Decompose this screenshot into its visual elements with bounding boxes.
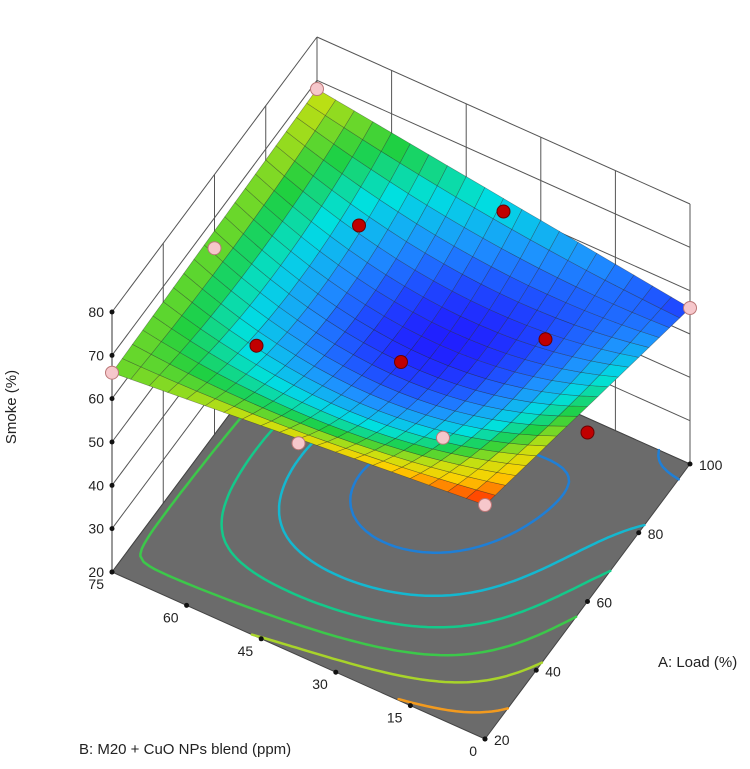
surface-cell xyxy=(511,209,542,241)
tick-labels: 20 30 40 50 60 70 80 20 40 60 80 100 0 15 30 45 60 75 xyxy=(88,304,722,759)
y-tick-dot xyxy=(407,703,413,709)
design-points xyxy=(105,82,697,512)
wall-grid-line xyxy=(316,79,691,248)
design-point xyxy=(249,338,264,353)
design-point xyxy=(496,204,511,219)
y-tick-label: 45 xyxy=(238,643,254,659)
response-surface xyxy=(111,88,691,506)
design-point xyxy=(580,425,595,440)
z-tick-label: 20 xyxy=(88,564,104,580)
z-tick-label: 40 xyxy=(88,477,104,493)
design-point xyxy=(538,332,553,347)
z-axis-title: Smoke (%) xyxy=(3,370,20,444)
design-point xyxy=(207,241,222,256)
surface-cell xyxy=(604,263,635,291)
x-tick-label: 40 xyxy=(545,663,561,679)
design-point xyxy=(478,498,492,512)
z-tick-dot xyxy=(109,352,115,358)
design-point xyxy=(310,82,324,96)
design-point xyxy=(352,218,366,233)
x-axis-title: A: Load (%) xyxy=(658,654,737,671)
y-tick-dot xyxy=(482,736,488,742)
z-tick-dot xyxy=(109,396,115,402)
contour-line xyxy=(250,633,544,684)
x-tick-dot xyxy=(636,530,642,536)
design-point xyxy=(436,430,450,445)
y-tick-dot xyxy=(258,636,264,642)
y-tick-dot xyxy=(333,669,339,675)
x-tick-dot xyxy=(533,667,539,673)
y-tick-label: 60 xyxy=(163,609,179,625)
z-tick-dot xyxy=(109,309,115,315)
x-tick-dot xyxy=(585,599,590,604)
x-tick-label: 100 xyxy=(699,457,723,473)
design-point xyxy=(105,365,119,380)
z-tick-label: 80 xyxy=(88,304,104,320)
x-tick-label: 80 xyxy=(648,526,664,542)
z-tick-dot xyxy=(109,439,115,445)
contour-line xyxy=(397,697,510,714)
y-tick-label: 75 xyxy=(88,576,104,592)
z-tick-label: 50 xyxy=(88,434,104,450)
y-tick-dot xyxy=(109,569,115,575)
x-tick-label: 20 xyxy=(494,732,510,748)
z-tick-dot xyxy=(109,526,115,532)
surface-cell xyxy=(623,274,654,300)
design-point xyxy=(291,436,306,451)
design-point xyxy=(394,355,408,369)
surface-cell xyxy=(567,241,598,271)
z-tick-label: 60 xyxy=(88,391,104,407)
x-tick-label: 60 xyxy=(597,595,613,611)
surface-cell xyxy=(362,121,393,152)
wall-grid-line xyxy=(111,36,318,313)
y-tick-label: 15 xyxy=(387,710,403,726)
z-tick-label: 70 xyxy=(88,347,104,363)
y-tick-dot xyxy=(184,602,190,608)
y-tick-label: 0 xyxy=(469,743,477,759)
x-tick-dot xyxy=(687,461,693,467)
surface-cell xyxy=(530,219,560,251)
y-tick-label: 30 xyxy=(312,676,328,692)
z-tick-dot xyxy=(109,482,115,488)
wall-grid-line xyxy=(111,80,318,356)
y-axis-title: B: M20 + CuO NPs blend (ppm) xyxy=(79,741,291,758)
z-tick-label: 30 xyxy=(88,521,104,537)
design-point xyxy=(683,301,697,315)
wall-grid-line xyxy=(316,36,691,205)
